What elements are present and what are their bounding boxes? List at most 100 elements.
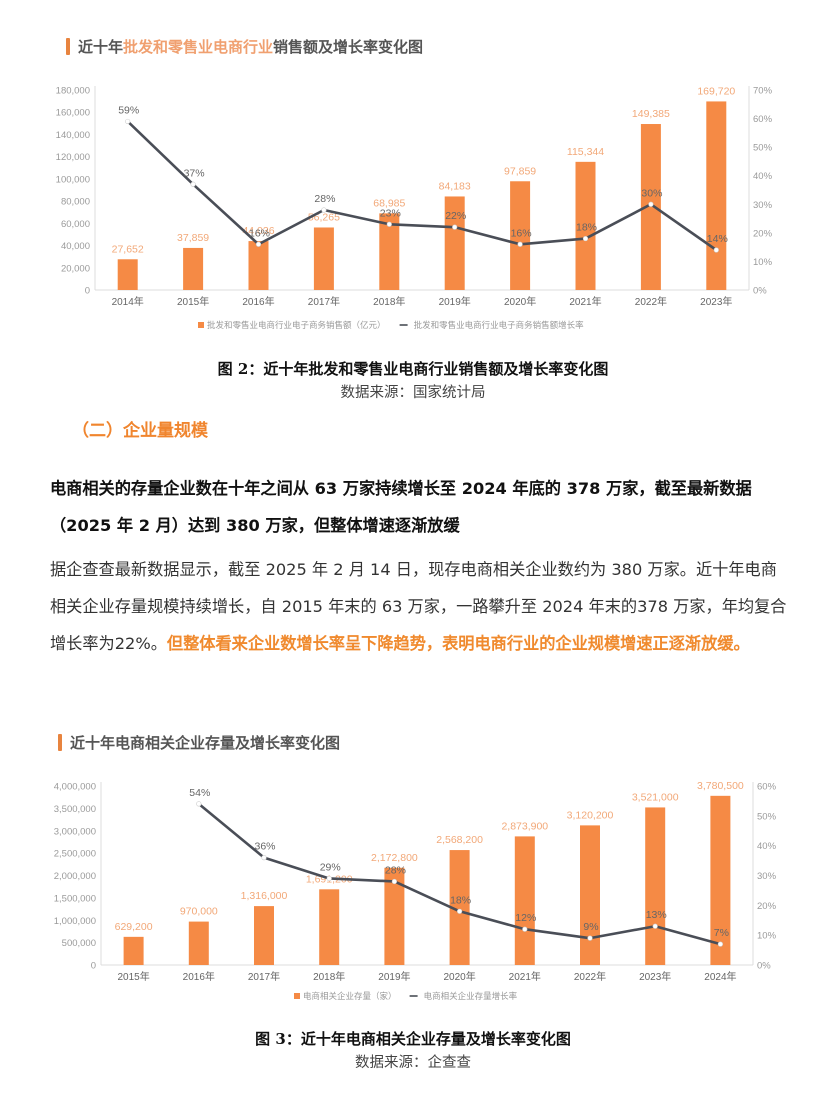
line-point [713, 247, 719, 253]
y-tick-label: 500,000 [62, 938, 96, 949]
y2-tick-label: 20% [753, 228, 773, 239]
bar-value-label: 149,385 [632, 108, 670, 120]
y-tick-label: 0 [91, 961, 96, 972]
title-accent-bar [66, 38, 70, 55]
line-point [386, 221, 392, 227]
y2-tick-label: 10% [757, 931, 777, 942]
y-tick-label: 160,000 [56, 108, 90, 119]
line-point [717, 941, 724, 947]
x-tick-label: 2021年 [509, 970, 541, 983]
legend-line-label: 电商相关企业存量增长率 [424, 991, 518, 1001]
y-tick-label: 20,000 [61, 263, 90, 274]
bar [510, 181, 531, 290]
y-tick-label: 1,000,000 [54, 916, 96, 927]
bar [710, 795, 731, 965]
bar-value-label: 970,000 [180, 906, 218, 918]
x-tick-label: 2018年 [373, 295, 405, 308]
bar [514, 836, 535, 965]
legend-bar-swatch [198, 322, 204, 328]
y2-tick-label: 60% [757, 782, 777, 793]
chart2-source: 数据来源：企查查 [355, 1055, 471, 1071]
y2-tick-label: 30% [753, 200, 773, 211]
chart1-title: 近十年 批发和零售业电商行业 销售额及增长率变化图 [66, 36, 423, 57]
y-tick-label: 60,000 [61, 219, 90, 230]
y-tick-label: 140,000 [56, 130, 90, 141]
line-point [648, 201, 654, 207]
bar [449, 850, 470, 965]
line-value-label: 16% [249, 227, 270, 239]
bar [254, 906, 274, 965]
line-value-label: 12% [515, 912, 536, 924]
y-tick-label: 180,000 [56, 86, 90, 97]
chart2-caption: 图 3：近十年电商相关企业存量及增长率变化图 数据来源：企查查 [0, 1028, 826, 1072]
y-tick-label: 40,000 [61, 241, 90, 252]
bar-value-label: 37,859 [177, 232, 209, 244]
line-value-label: 22% [445, 210, 466, 222]
bar [248, 241, 269, 290]
bar-value-label: 169,720 [697, 85, 735, 97]
line-point [326, 875, 332, 882]
bar-value-label: 97,859 [504, 165, 536, 177]
y2-tick-label: 0% [757, 961, 771, 972]
line-point [517, 241, 523, 247]
x-tick-label: 2014年 [112, 295, 144, 308]
x-tick-label: 2016年 [242, 295, 274, 308]
bar [575, 161, 596, 290]
y-tick-label: 100,000 [56, 174, 90, 185]
y2-tick-label: 50% [757, 811, 777, 822]
line-value-label: 28% [385, 864, 406, 876]
line-value-label: 14% [707, 233, 728, 245]
bar [123, 936, 144, 965]
legend-bar-label: 批发和零售业电商行业电子商务销售额（亿元） [207, 320, 386, 330]
x-tick-label: 2017年 [248, 970, 280, 983]
y-tick-label: 4,000,000 [54, 782, 96, 793]
x-tick-label: 2021年 [569, 295, 601, 308]
y-tick-label: 0 [85, 286, 90, 297]
line-point [457, 908, 463, 914]
bar-value-label: 68,985 [373, 197, 405, 209]
bar [384, 867, 405, 965]
line-value-label: 37% [184, 167, 205, 179]
line-point [652, 923, 658, 929]
y2-tick-label: 0% [753, 286, 767, 297]
section-heading: （二）企业量规模 [72, 421, 208, 441]
line-value-label: 29% [320, 861, 341, 873]
bar-value-label: 44,036 [242, 225, 274, 237]
line-value-label: 16% [511, 227, 532, 239]
bar [319, 889, 340, 965]
x-tick-label: 2020年 [504, 295, 536, 308]
line-value-label: 13% [646, 909, 667, 921]
bar [313, 227, 334, 290]
y2-tick-label: 20% [757, 901, 777, 912]
x-tick-label: 2019年 [378, 970, 410, 983]
chart1-title-highlight: 批发和零售业电商行业 [123, 38, 274, 56]
chart1-source: 数据来源：国家统计局 [340, 385, 486, 401]
line-value-label: 7% [714, 927, 729, 939]
bar-value-label: 2,873,900 [501, 820, 548, 832]
x-tick-label: 2022年 [635, 295, 667, 308]
x-tick-label: 2020年 [443, 970, 475, 983]
line-point [452, 224, 458, 230]
y2-tick-label: 40% [753, 171, 773, 182]
y2-tick-label: 30% [757, 871, 777, 882]
title-accent-bar [58, 734, 62, 751]
line-value-label: 9% [583, 921, 598, 933]
line-point [321, 207, 327, 213]
bar-value-label: 3,120,200 [567, 809, 614, 821]
line-point [255, 241, 262, 247]
bar-value-label: 84,183 [439, 180, 471, 192]
x-tick-label: 2023年 [639, 970, 671, 983]
y2-tick-label: 10% [753, 257, 773, 268]
chart2-title: 近十年电商相关企业存量及增长率变化图 [58, 732, 340, 753]
legend-bar-swatch [294, 993, 300, 999]
y-tick-label: 2,500,000 [54, 849, 96, 860]
x-tick-label: 2024年 [704, 970, 736, 983]
bar-value-label: 27,652 [112, 243, 144, 255]
line-point [125, 118, 131, 125]
bar [183, 247, 204, 290]
bar [580, 825, 600, 965]
chart1-title-prefix: 近十年 [78, 38, 124, 56]
line-point [261, 854, 267, 861]
x-tick-label: 2019年 [439, 295, 471, 308]
body-highlight: 但整体看来企业数增长率呈下降趋势，表明电商行业的企业规模增速正逐渐放缓。 [166, 634, 750, 653]
